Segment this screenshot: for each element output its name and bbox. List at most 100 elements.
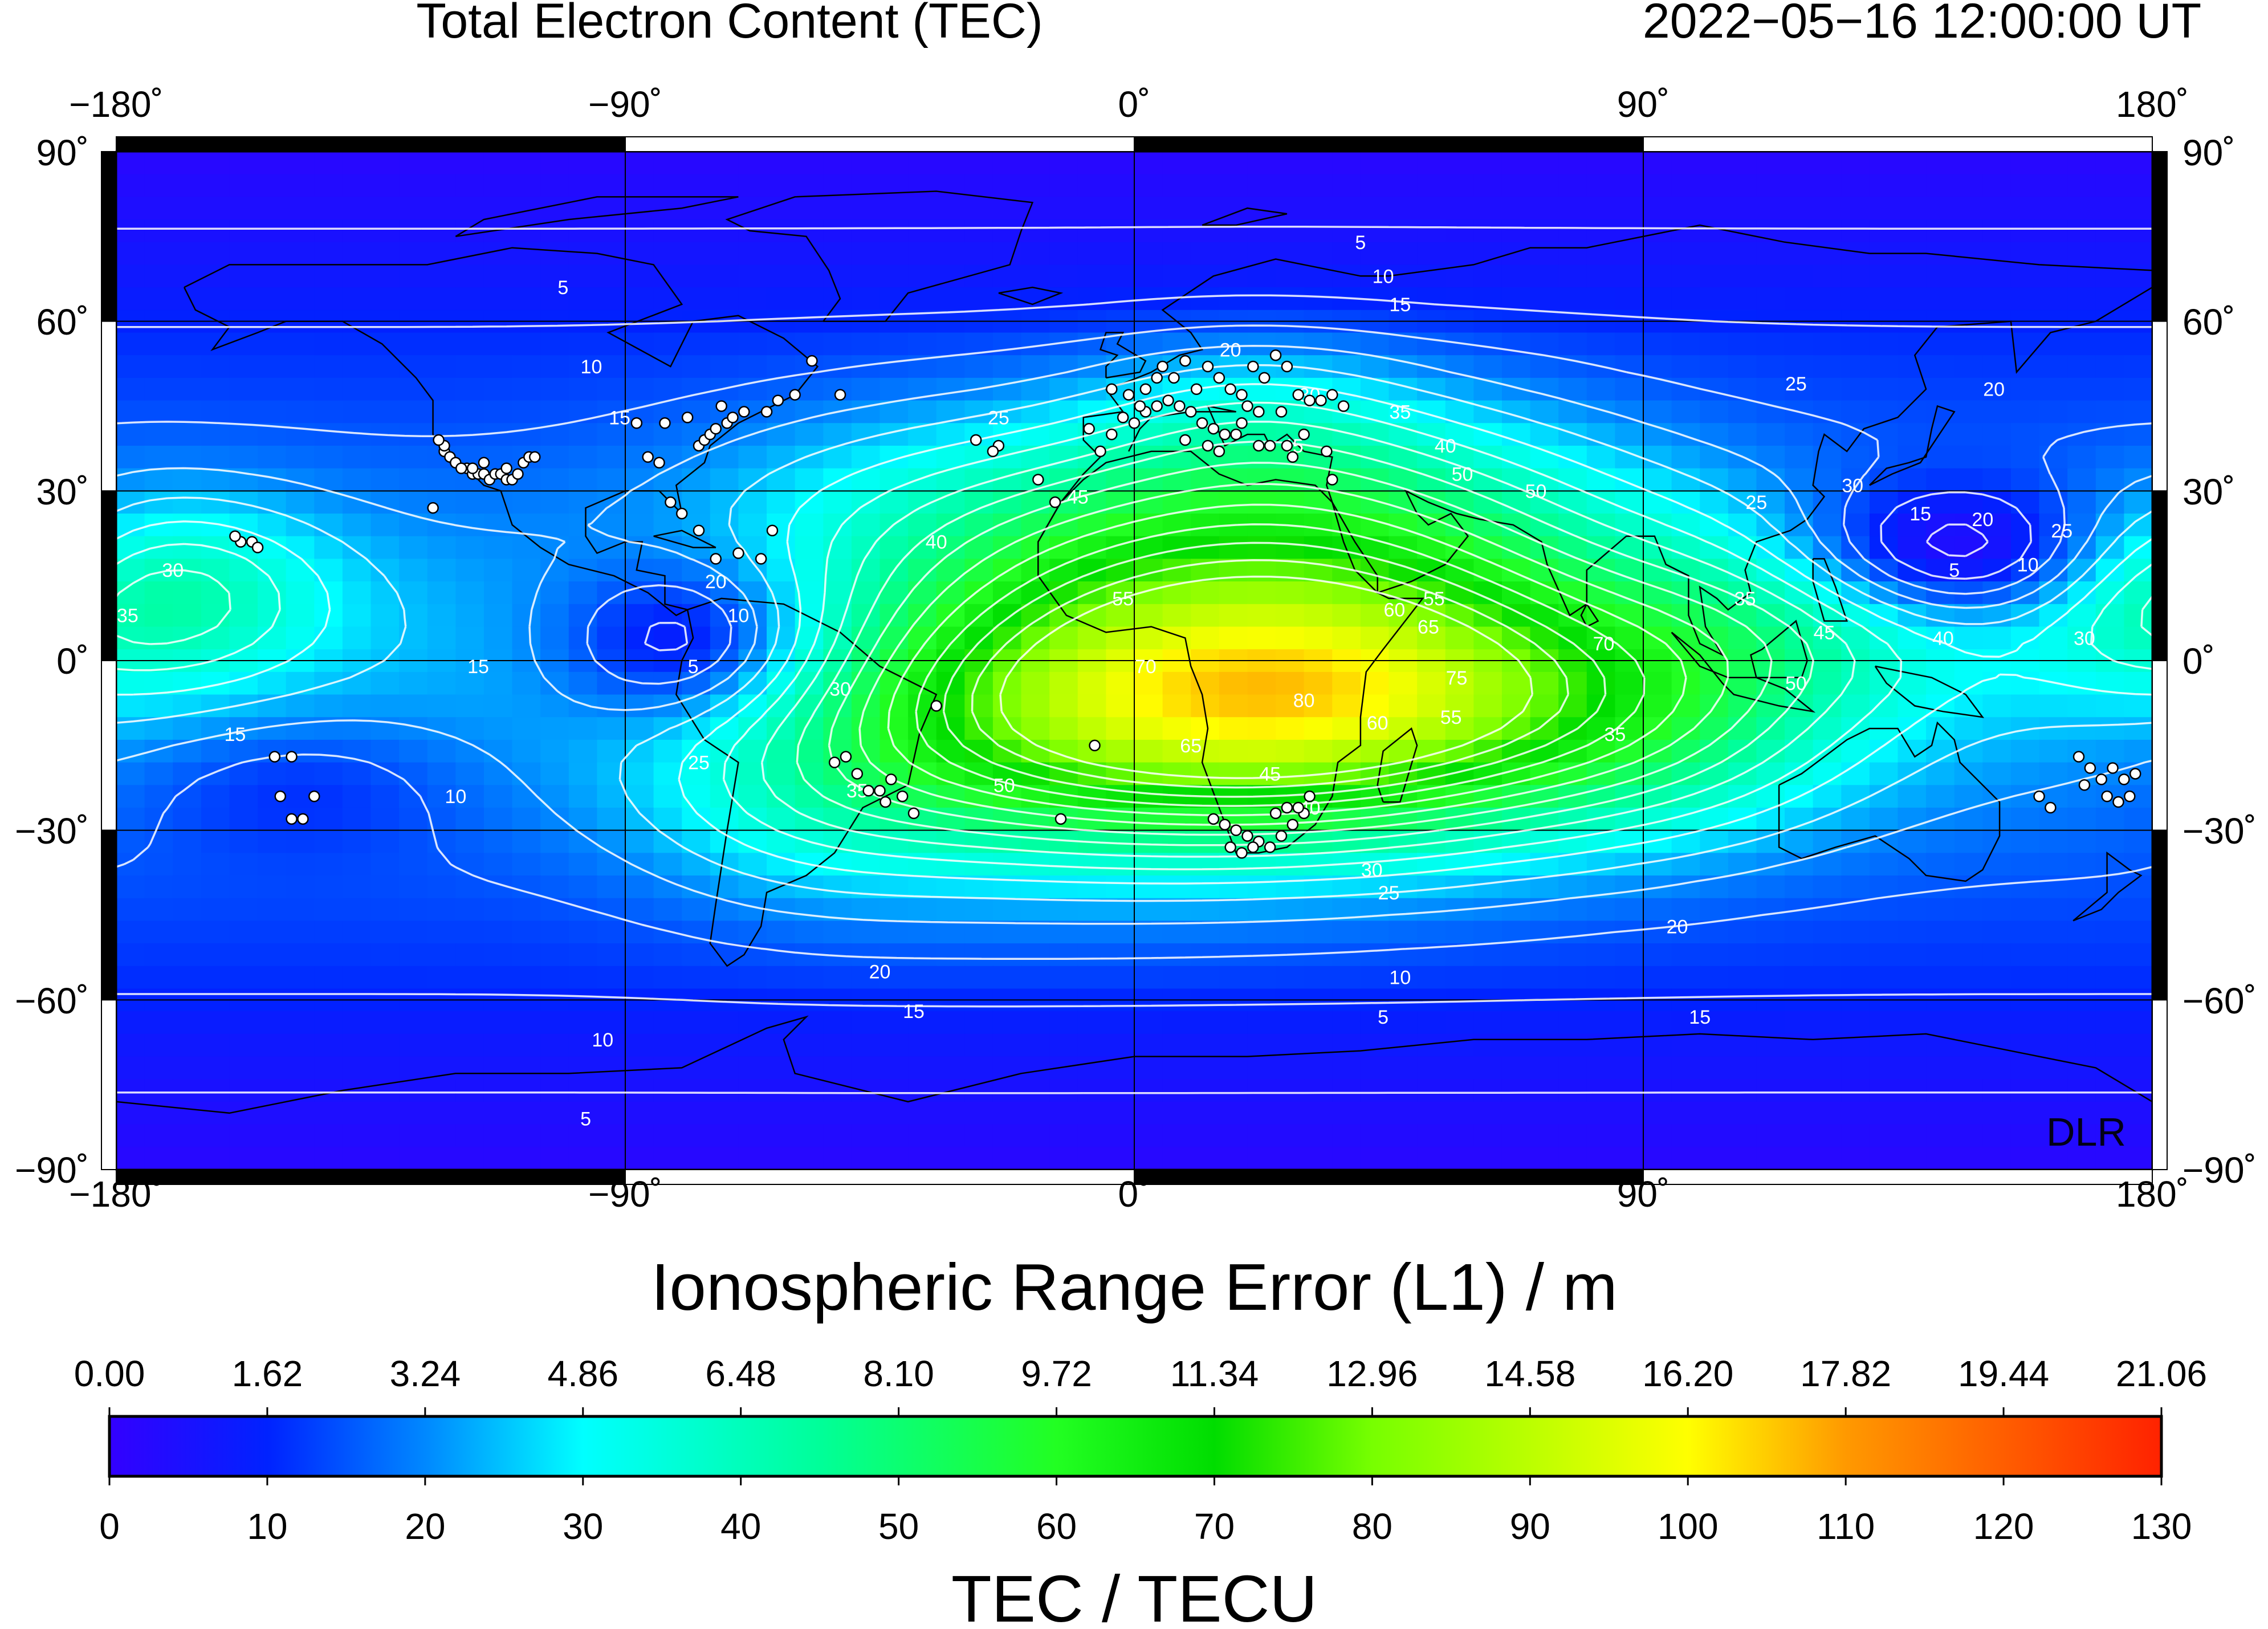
heatmap-cell xyxy=(1982,468,2012,492)
heatmap-cell xyxy=(682,197,711,221)
heatmap-cell xyxy=(2095,152,2125,175)
lon-label-bottom-5: 180˚ xyxy=(2116,1174,2189,1215)
heatmap-cell xyxy=(173,581,202,605)
heatmap-cell xyxy=(1898,785,1927,808)
heatmap-cell xyxy=(1558,966,1587,989)
heatmap-cell xyxy=(1021,1101,1050,1125)
heatmap-cell xyxy=(908,1124,937,1148)
heatmap-cell xyxy=(1191,332,1220,356)
colorbar-top-tick: 19.44 xyxy=(1958,1353,2049,1394)
heatmap-cell xyxy=(483,491,513,515)
heatmap-cell xyxy=(1558,626,1587,650)
station-marker xyxy=(1236,389,1248,401)
heatmap-cell xyxy=(1982,287,2012,311)
heatmap-cell xyxy=(455,400,484,424)
heatmap-cell xyxy=(229,242,259,266)
heatmap-cell xyxy=(597,264,626,288)
heatmap-cell xyxy=(1586,174,1616,198)
heatmap-cell xyxy=(1219,581,1248,605)
heatmap-cell xyxy=(1191,514,1220,537)
heatmap-cell xyxy=(1756,1124,1786,1148)
contour-label: 40 xyxy=(1435,435,1456,457)
heatmap-cell xyxy=(597,287,626,311)
heatmap-cell xyxy=(682,1101,711,1125)
heatmap-cell xyxy=(1021,152,1050,175)
heatmap-cell xyxy=(1445,1056,1475,1080)
heatmap-cell xyxy=(314,264,343,288)
heatmap-cell xyxy=(2095,377,2125,401)
heatmap-cell xyxy=(1332,152,1361,175)
heatmap-cell xyxy=(1898,898,1927,922)
heatmap-cell xyxy=(738,1079,768,1102)
station-marker xyxy=(2129,768,2141,780)
heatmap-cell xyxy=(314,1033,343,1057)
heatmap-cell xyxy=(540,966,569,989)
heatmap-cell xyxy=(1728,152,1757,175)
heatmap-cell xyxy=(597,152,626,175)
heatmap-cell xyxy=(1756,875,1786,899)
heatmap-cell xyxy=(314,626,343,650)
heatmap-cell xyxy=(1276,717,1305,740)
heatmap-cell xyxy=(1191,1147,1220,1170)
heatmap-cell xyxy=(1586,242,1616,266)
heatmap-cell xyxy=(1982,514,2012,537)
heatmap-cell xyxy=(540,875,569,899)
heatmap-cell xyxy=(879,739,909,763)
heatmap-cell xyxy=(1671,332,1701,356)
heatmap-cell xyxy=(173,152,202,175)
heatmap-cell xyxy=(795,242,824,266)
heatmap-cell xyxy=(568,491,598,515)
heatmap-cell xyxy=(314,921,343,944)
heatmap-cell xyxy=(1332,1124,1361,1148)
heatmap-cell xyxy=(1982,355,2012,378)
heatmap-cell xyxy=(1954,445,1984,469)
heatmap-cell xyxy=(173,1101,202,1125)
heatmap-cell xyxy=(229,898,259,922)
station-marker xyxy=(1168,372,1180,384)
heatmap-cell xyxy=(173,830,202,854)
heatmap-cell xyxy=(1276,581,1305,605)
heatmap-cell xyxy=(992,1056,1022,1080)
heatmap-cell xyxy=(258,1101,287,1125)
heatmap-cell xyxy=(1728,468,1757,492)
heatmap-cell xyxy=(201,468,230,492)
heatmap-cell xyxy=(767,739,796,763)
heatmap-cell xyxy=(2039,332,2069,356)
heatmap-cell xyxy=(2124,445,2152,469)
heatmap-cell xyxy=(512,1056,541,1080)
heatmap-cell xyxy=(1473,174,1503,198)
heatmap-cell xyxy=(540,762,569,786)
heatmap-cell xyxy=(2095,1033,2125,1057)
heatmap-cell xyxy=(286,943,315,967)
heatmap-cell xyxy=(1417,1056,1446,1080)
heatmap-cell xyxy=(710,853,739,877)
heatmap-cell xyxy=(936,1124,966,1148)
heatmap-cell xyxy=(1586,1147,1616,1170)
heatmap-cell xyxy=(936,332,966,356)
station-marker xyxy=(1281,801,1293,814)
heatmap-cell xyxy=(144,174,174,198)
heatmap-cell xyxy=(1982,739,2012,763)
heatmap-cell xyxy=(1982,762,2012,786)
heatmap-cell xyxy=(1445,581,1475,605)
heatmap-cell xyxy=(1813,468,1842,492)
heatmap-cell xyxy=(682,332,711,356)
heatmap-cell xyxy=(1445,626,1475,650)
heatmap-cell xyxy=(1021,1147,1050,1170)
lon-labels-bottom: −180˚ −90˚ 0˚ 90˚ 180˚ xyxy=(69,1174,2189,1215)
heatmap-cell xyxy=(427,581,457,605)
heatmap-cell xyxy=(625,785,654,808)
heatmap-cell xyxy=(427,536,457,560)
heatmap-cell xyxy=(1106,853,1135,877)
heatmap-cell xyxy=(512,694,541,718)
heatmap-cell xyxy=(455,785,484,808)
heatmap-cell xyxy=(483,514,513,537)
heatmap-cell xyxy=(2039,830,2069,854)
station-marker xyxy=(1321,445,1333,458)
heatmap-cell xyxy=(964,1124,993,1148)
heatmap-cell xyxy=(908,1101,937,1125)
heatmap-cell xyxy=(1671,423,1701,446)
heatmap-cell xyxy=(1021,1033,1050,1057)
heatmap-cell xyxy=(1785,219,1814,243)
heatmap-cell xyxy=(427,604,457,628)
